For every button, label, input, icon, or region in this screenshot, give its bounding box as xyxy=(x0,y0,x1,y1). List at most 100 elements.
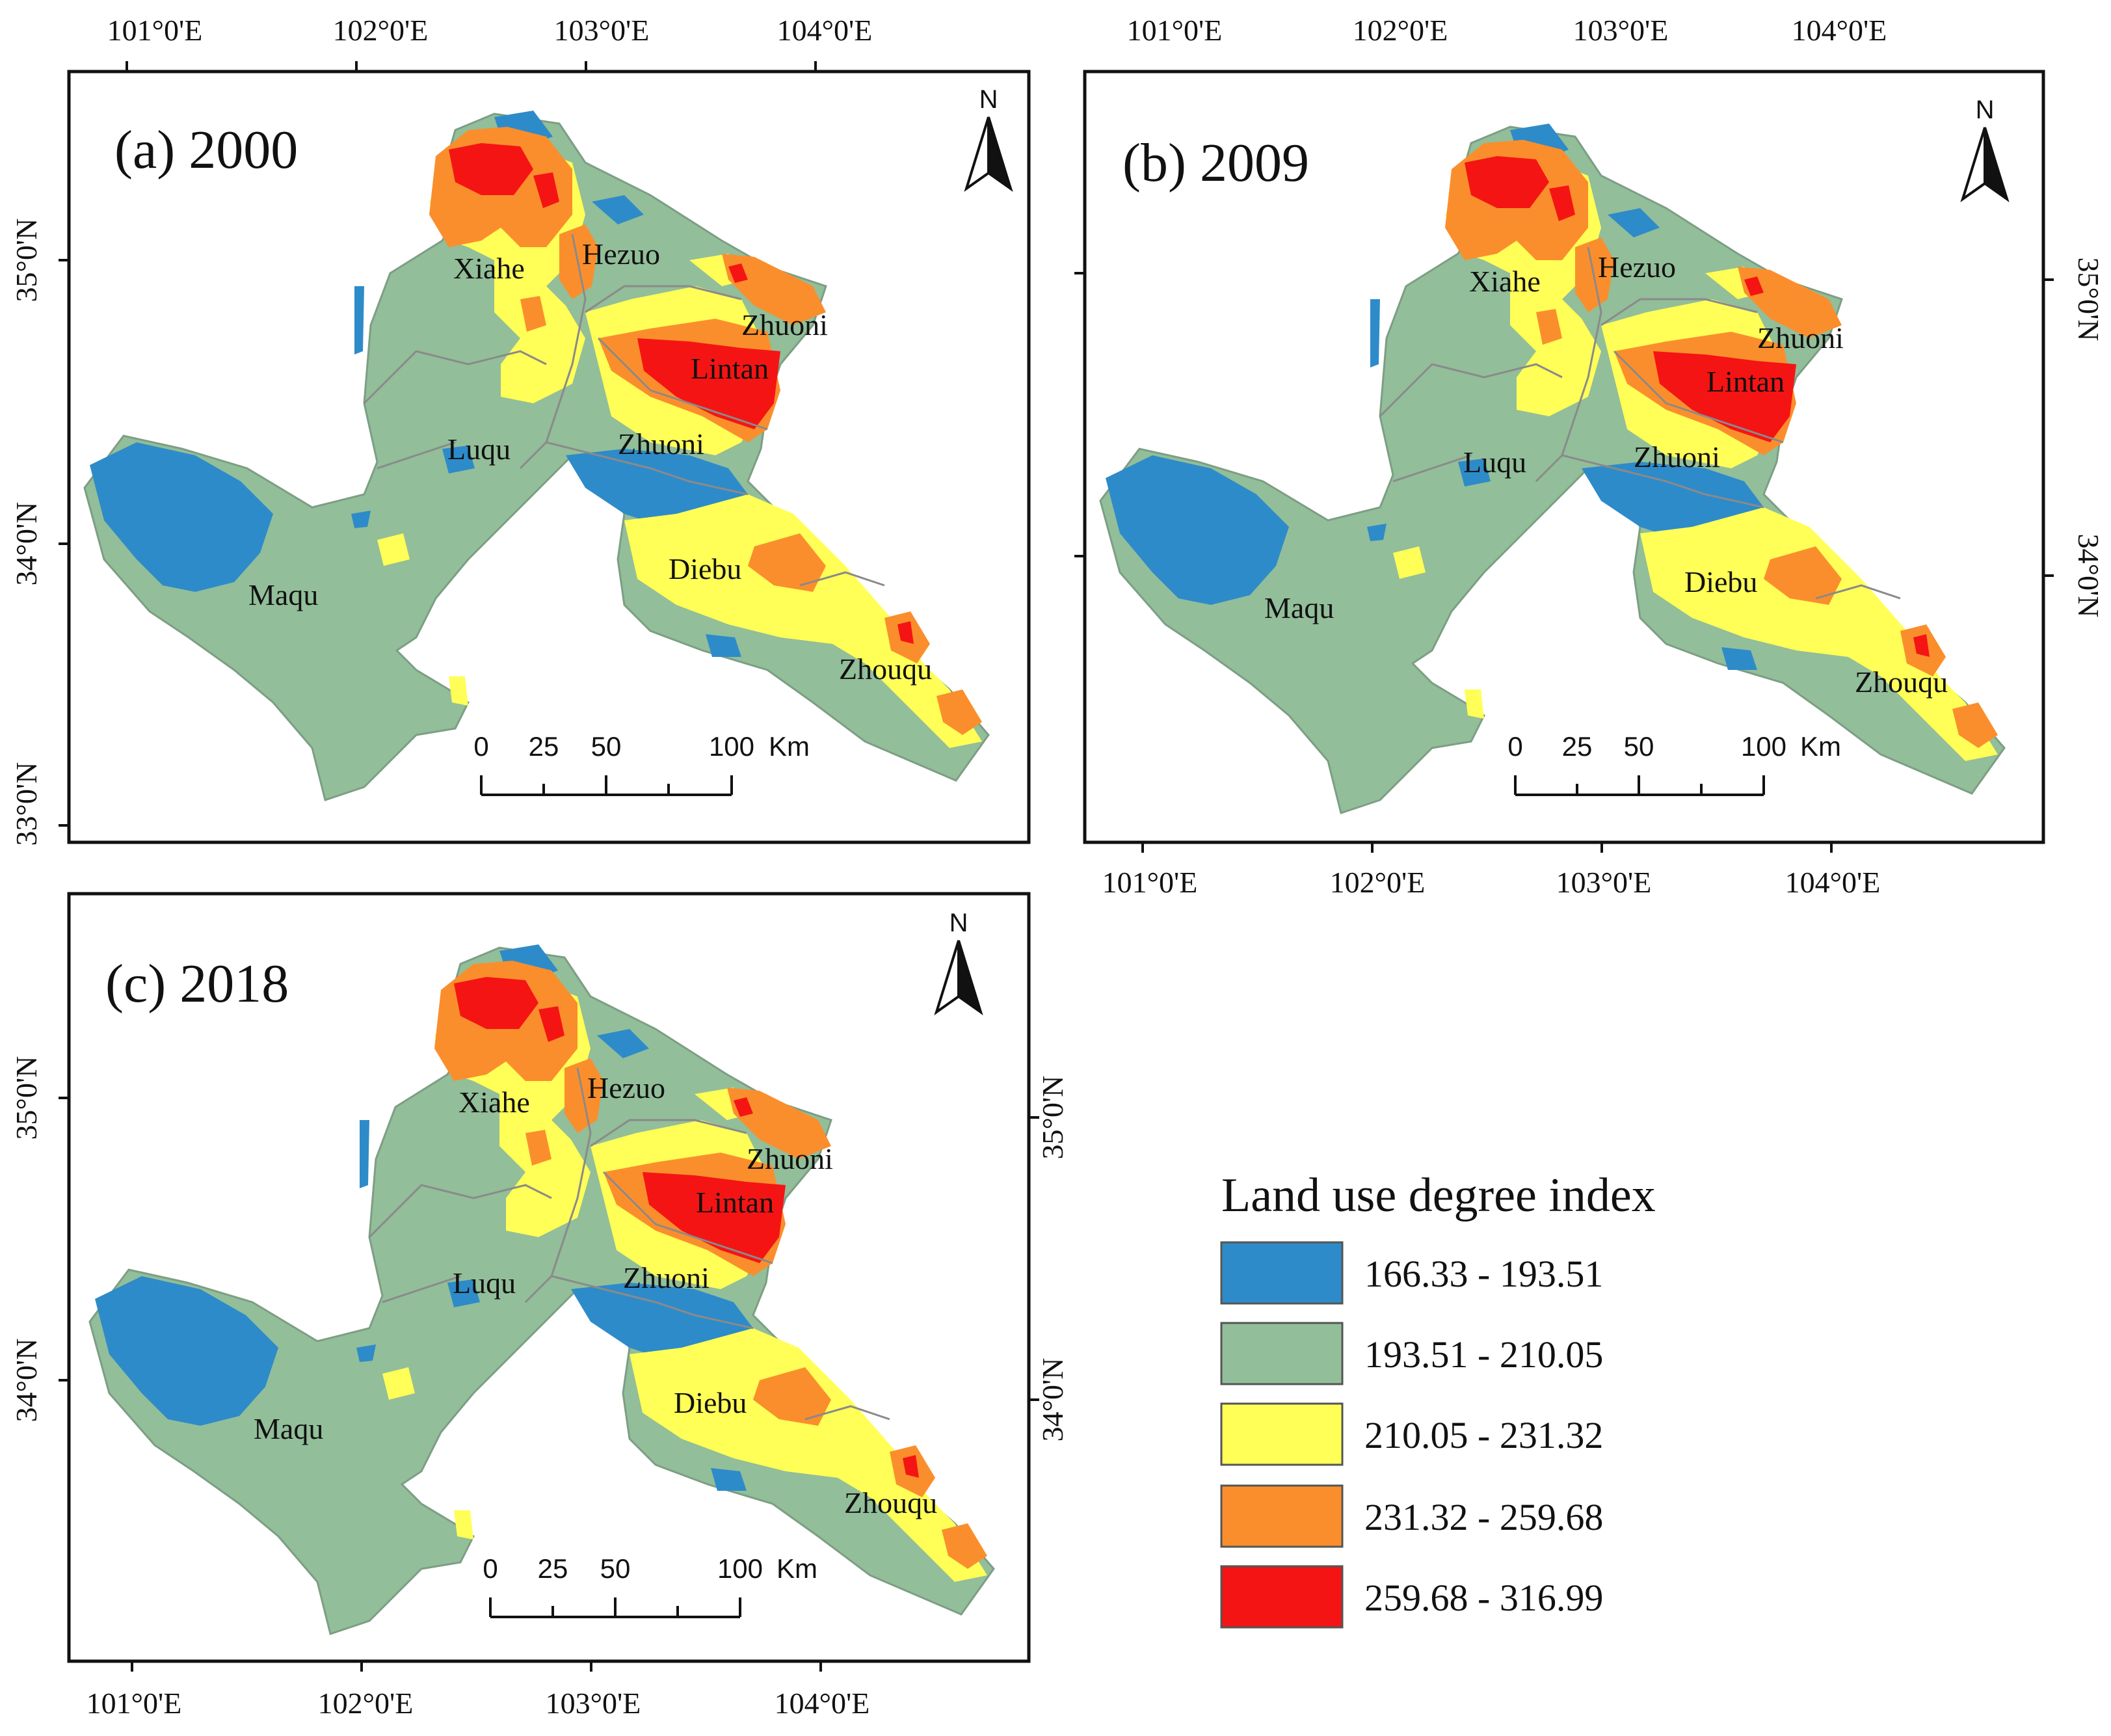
svg-text:N: N xyxy=(979,85,998,114)
svg-text:Lintan: Lintan xyxy=(696,1186,774,1219)
lat-ticks-left xyxy=(1074,272,1085,557)
legend-item: 193.51 - 210.05 xyxy=(1220,1322,1603,1385)
svg-text:Hezuo: Hezuo xyxy=(587,1071,665,1104)
svg-text:0: 0 xyxy=(1507,731,1522,762)
legend-label: 193.51 - 210.05 xyxy=(1364,1333,1603,1376)
legend-title: Land use degree index xyxy=(1221,1169,1656,1222)
map-frame xyxy=(1083,70,2045,844)
svg-text:Xiahe: Xiahe xyxy=(1469,265,1541,298)
map-panel-c: 101°0'E 102°0'E 103°0'E 104°0'E 35°0'N 3… xyxy=(10,892,1069,1720)
legend-swatch xyxy=(1220,1565,1344,1629)
lat-ticks-right xyxy=(2043,278,2054,577)
lon-label: 103°0'E xyxy=(1573,14,1669,47)
county-labels: Xiahe Hezuo Zhuoni Lintan Luqu Zhuoni Ma… xyxy=(248,237,932,686)
lon-ticks-bottom xyxy=(1141,842,1833,853)
svg-text:Km: Km xyxy=(769,731,810,762)
svg-text:Zhouqu: Zhouqu xyxy=(839,652,932,686)
svg-text:Diebu: Diebu xyxy=(674,1386,747,1419)
svg-text:Zhuoni: Zhuoni xyxy=(1757,321,1844,354)
svg-text:25: 25 xyxy=(538,1553,568,1584)
lon-label: 104°0'E xyxy=(775,1687,870,1720)
legend-label: 231.32 - 259.68 xyxy=(1364,1496,1603,1538)
legend-item: 210.05 - 231.32 xyxy=(1220,1402,1603,1466)
lat-label: 35°0'N xyxy=(1036,1076,1069,1160)
svg-text:Maqu: Maqu xyxy=(254,1412,323,1445)
svg-text:N: N xyxy=(949,909,968,937)
lon-label: 101°0'E xyxy=(1102,866,1198,899)
svg-text:100: 100 xyxy=(1741,731,1786,762)
lat-ticks-left xyxy=(59,1097,69,1382)
lon-ticks-bottom xyxy=(131,1661,822,1672)
lat-label: 35°0'N xyxy=(2072,258,2105,341)
svg-text:0: 0 xyxy=(483,1553,498,1584)
svg-text:0: 0 xyxy=(473,731,488,762)
legend-swatch xyxy=(1220,1402,1344,1466)
svg-text:100: 100 xyxy=(717,1553,763,1584)
svg-text:Zhouqu: Zhouqu xyxy=(1855,665,1948,699)
lon-ticks-top xyxy=(126,61,817,72)
map-frame xyxy=(67,70,1031,844)
north-arrow: N xyxy=(965,85,1012,190)
svg-text:Zhuoni: Zhuoni xyxy=(623,1261,710,1294)
svg-text:25: 25 xyxy=(529,731,559,762)
legend-label: 259.68 - 316.99 xyxy=(1364,1577,1603,1619)
map-panel-b: 101°0'E 102°0'E 103°0'E 104°0'E 101°0'E … xyxy=(1074,14,2105,899)
svg-text:Diebu: Diebu xyxy=(1684,565,1757,598)
svg-text:Xiahe: Xiahe xyxy=(458,1086,530,1119)
svg-text:Zhouqu: Zhouqu xyxy=(844,1486,937,1519)
county-labels: Xiahe Hezuo Zhuoni Lintan Luqu Zhuoni Ma… xyxy=(254,1071,937,1519)
svg-text:N: N xyxy=(1976,96,1995,124)
lon-label: 104°0'E xyxy=(1785,866,1881,899)
lon-label: 102°0'E xyxy=(1353,14,1448,47)
map-panel-a: 101°0'E 102°0'E 103°0'E 104°0'E 35°0'N 3… xyxy=(10,14,1031,846)
lon-label: 101°0'E xyxy=(107,14,203,47)
lat-label: 35°0'N xyxy=(10,1056,43,1140)
svg-text:Zhuoni: Zhuoni xyxy=(618,427,704,461)
panel-title: (a) 2000 xyxy=(114,120,298,180)
scale-bar xyxy=(480,775,733,796)
svg-text:Km: Km xyxy=(777,1553,817,1584)
lon-label: 103°0'E xyxy=(1556,866,1652,899)
svg-text:Maqu: Maqu xyxy=(248,578,318,611)
legend-swatch xyxy=(1220,1241,1344,1305)
svg-text:Luqu: Luqu xyxy=(1463,446,1526,479)
lat-label: 35°0'N xyxy=(10,219,43,302)
svg-text:Luqu: Luqu xyxy=(453,1266,516,1300)
lon-label: 102°0'E xyxy=(318,1687,414,1720)
legend-label: 166.33 - 193.51 xyxy=(1364,1253,1603,1295)
scale-bar xyxy=(489,1597,741,1618)
lon-label: 104°0'E xyxy=(1792,14,1887,47)
svg-text:50: 50 xyxy=(591,731,622,762)
north-arrow: N xyxy=(1961,96,2008,200)
lon-label: 101°0'E xyxy=(86,1687,182,1720)
lat-label: 34°0'N xyxy=(10,1339,43,1422)
lat-label: 34°0'N xyxy=(10,502,43,586)
svg-text:25: 25 xyxy=(1562,731,1593,762)
svg-text:50: 50 xyxy=(600,1553,631,1584)
panel-title: (b) 2009 xyxy=(1122,133,1309,193)
lat-ticks-right xyxy=(1029,1116,1039,1401)
legend-item: 231.32 - 259.68 xyxy=(1220,1484,1603,1548)
north-arrow: N xyxy=(935,909,982,1013)
svg-text:Lintan: Lintan xyxy=(1706,365,1785,398)
lon-label: 102°0'E xyxy=(333,14,429,47)
legend-swatch xyxy=(1220,1484,1344,1548)
legend-label: 210.05 - 231.32 xyxy=(1364,1414,1603,1456)
map-frame xyxy=(67,892,1031,1663)
legend-item: 259.68 - 316.99 xyxy=(1220,1565,1603,1629)
svg-text:Lintan: Lintan xyxy=(691,352,769,385)
svg-text:Hezuo: Hezuo xyxy=(1598,250,1676,284)
lon-label: 101°0'E xyxy=(1127,14,1223,47)
legend-item: 166.33 - 193.51 xyxy=(1220,1241,1603,1305)
svg-text:Zhuoni: Zhuoni xyxy=(1634,440,1720,474)
svg-text:Km: Km xyxy=(1800,731,1841,762)
svg-text:Hezuo: Hezuo xyxy=(582,237,660,271)
scale-bar xyxy=(1514,775,1765,796)
lat-label: 33°0'N xyxy=(10,762,43,846)
panel-title: (c) 2018 xyxy=(105,954,289,1014)
legend: Land use degree index 166.33 - 193.51 19… xyxy=(1220,1169,1656,1629)
lat-ticks-left xyxy=(59,259,69,827)
county-labels: Xiahe Hezuo Zhuoni Lintan Luqu Zhuoni Ma… xyxy=(1264,250,1948,699)
lat-label: 34°0'N xyxy=(1036,1358,1069,1442)
